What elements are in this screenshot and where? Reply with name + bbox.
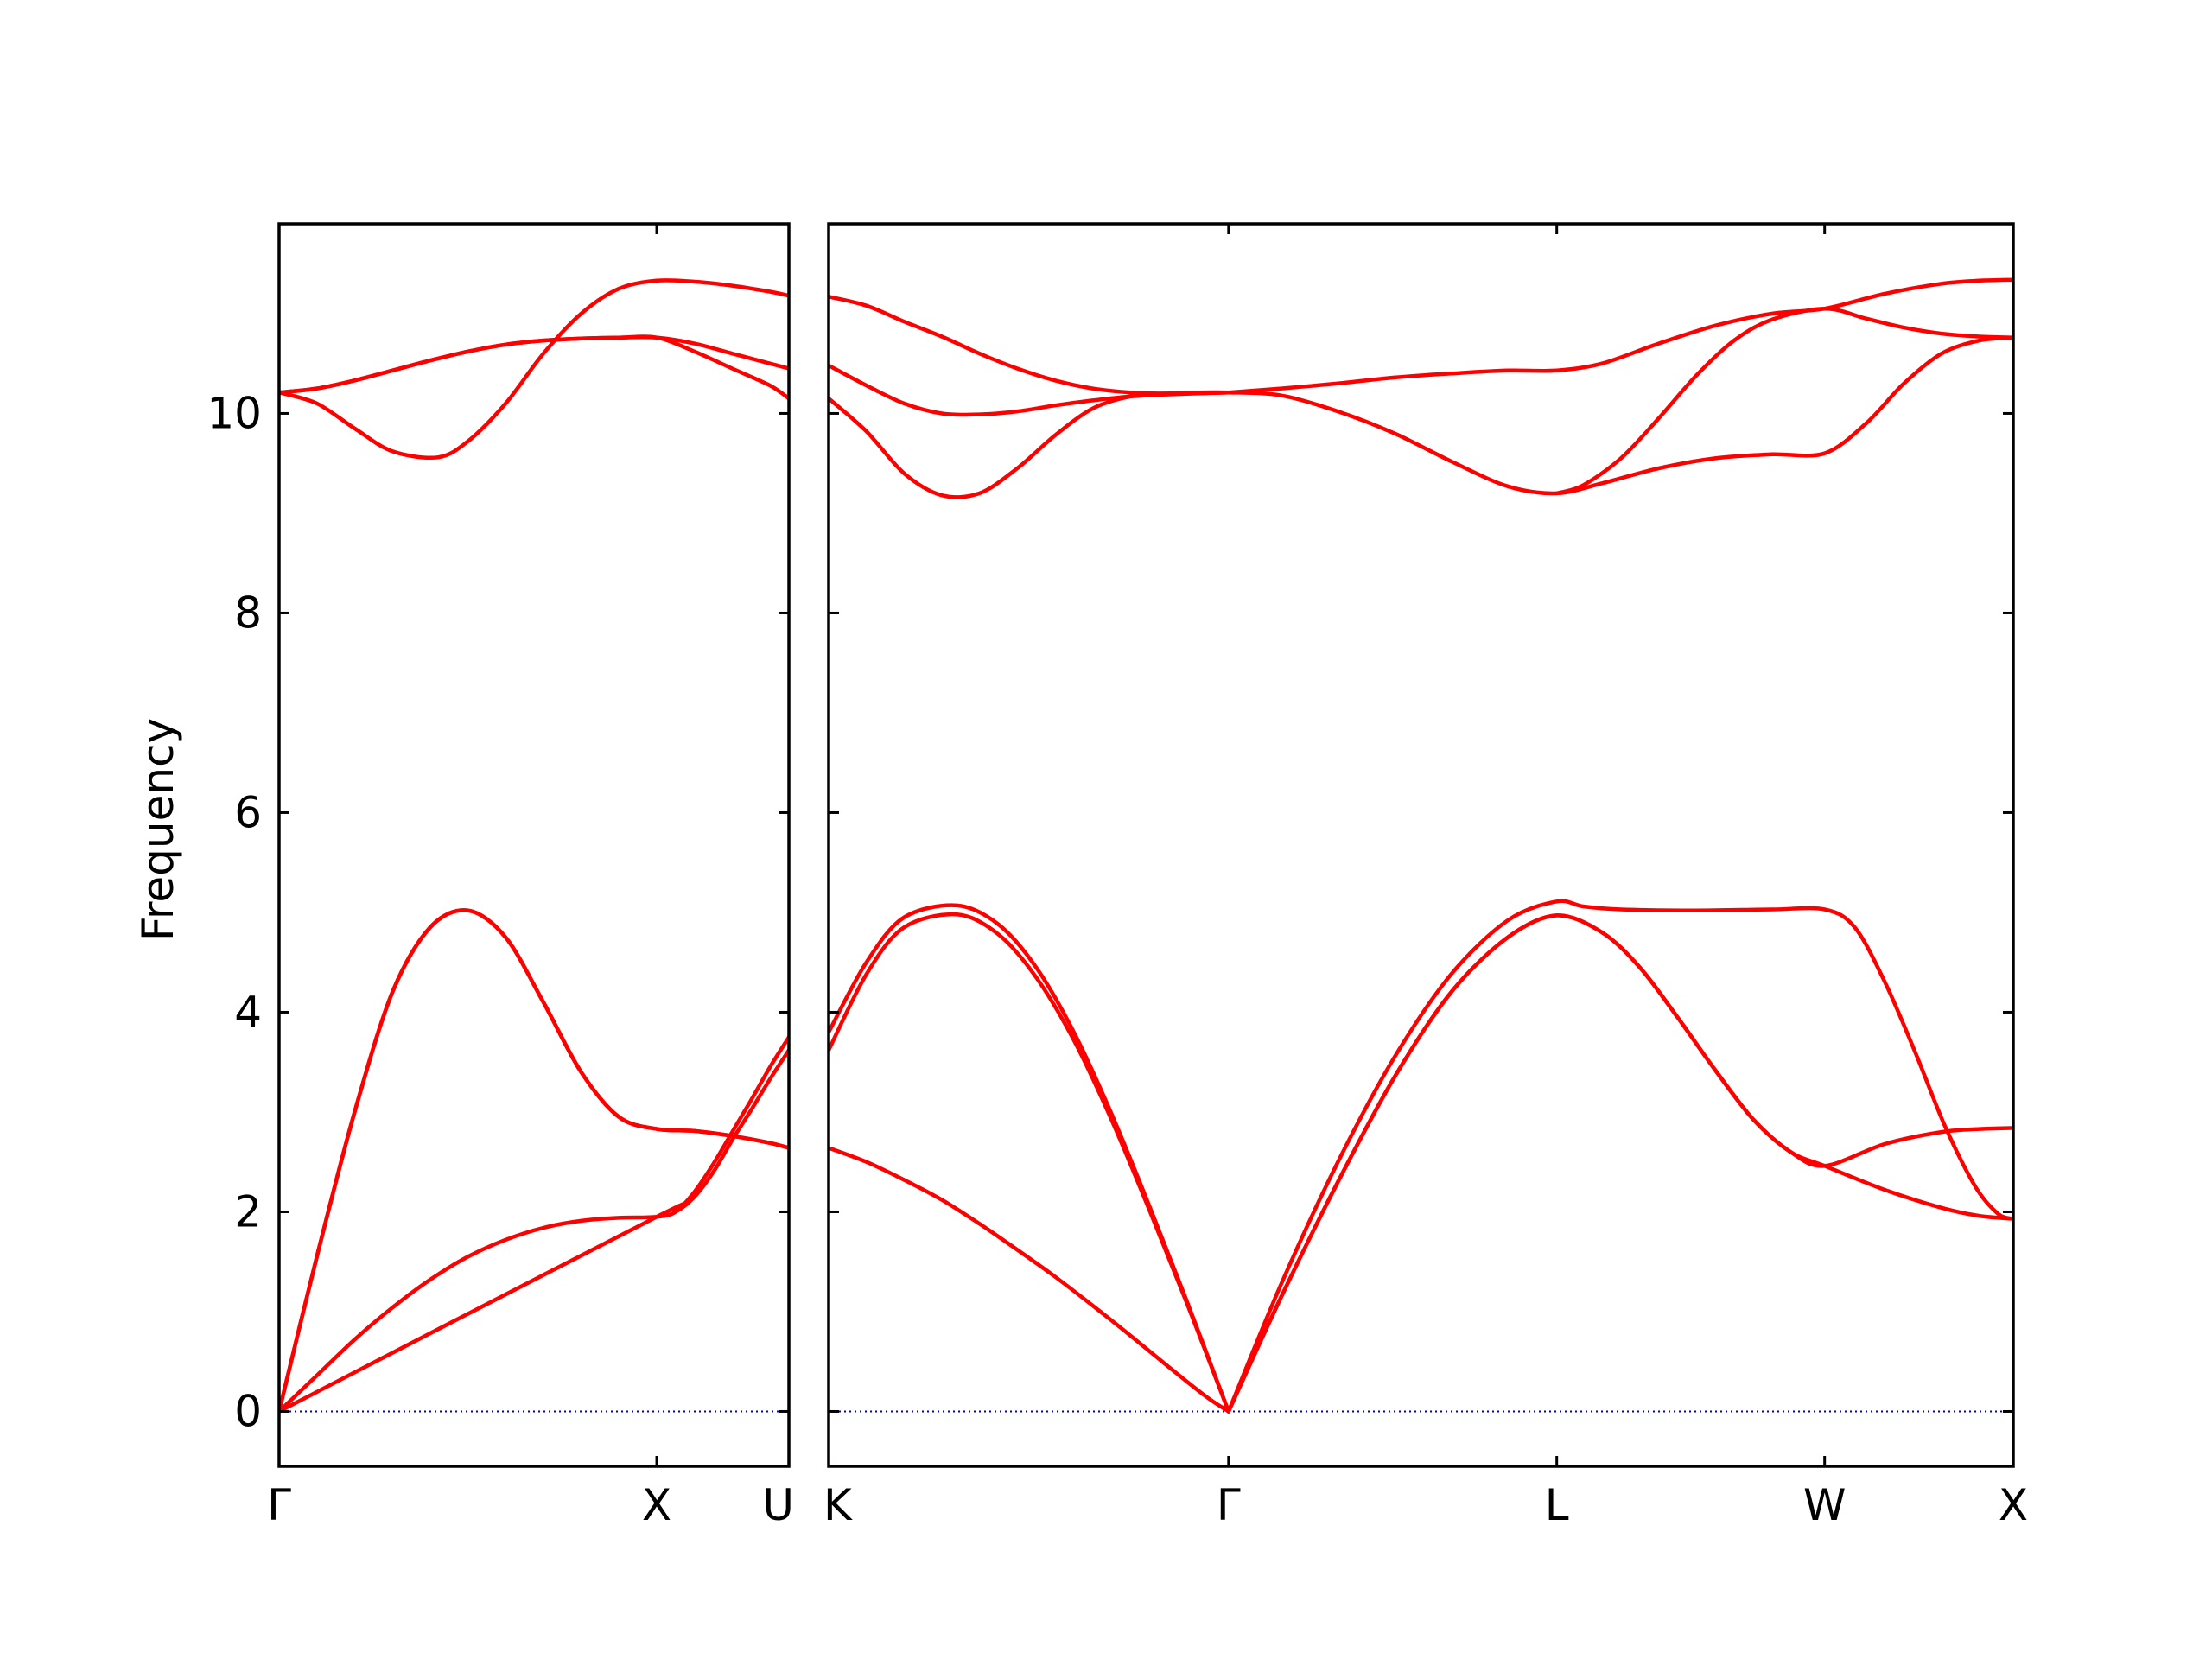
band-line-6 [1226, 899, 2013, 1414]
x-tick-label-X: X [642, 1480, 671, 1530]
band-line-1 [279, 1035, 789, 1414]
band-line-7 [829, 335, 2013, 499]
band-line-1 [829, 1146, 1231, 1414]
band-line-7 [279, 334, 789, 401]
band-line-8 [829, 363, 1231, 417]
band-line-3 [279, 908, 789, 1414]
plot-panels: 0 2 4 6 8 10 Γ X U K Γ L W X [207, 222, 2028, 1530]
y-tick-label: 10 [207, 388, 262, 438]
y-tick-label: 4 [234, 987, 262, 1037]
band-line-3 [829, 903, 1231, 1414]
x-tick-label-X: X [1999, 1480, 2028, 1530]
x-tick-label-L: L [1545, 1480, 1569, 1530]
band-line-11 [1554, 306, 2013, 496]
band-line-4 [279, 1048, 789, 1414]
x-tick-label-U: U [762, 1480, 794, 1530]
x-tick-label-Γ: Γ [1217, 1480, 1241, 1530]
band-line-5 [279, 278, 789, 460]
band-line-5 [1226, 913, 2013, 1414]
panel-frame [277, 222, 791, 1468]
y-axis-label: Frequency [133, 718, 183, 941]
x-tick-label-W: W [1803, 1480, 1846, 1530]
y-tick-label: 2 [234, 1186, 262, 1236]
band-line-10 [1226, 277, 2013, 395]
panel-gamma-x-u: 0 2 4 6 8 10 Γ X U [207, 222, 794, 1530]
x-tick-label-Γ: Γ [267, 1480, 291, 1530]
x-tick-label-K: K [823, 1480, 853, 1530]
band-series-group [279, 278, 789, 1414]
panel-frame [827, 222, 2015, 1468]
y-tick-label: 6 [234, 787, 262, 837]
band-series-group [829, 277, 2013, 1414]
y-tick-label: 0 [234, 1386, 262, 1436]
y-tick-label: 8 [234, 588, 262, 638]
band-line-2 [829, 912, 1231, 1414]
axis-labels: Frequency [133, 718, 183, 941]
band-line-9 [829, 295, 1231, 396]
